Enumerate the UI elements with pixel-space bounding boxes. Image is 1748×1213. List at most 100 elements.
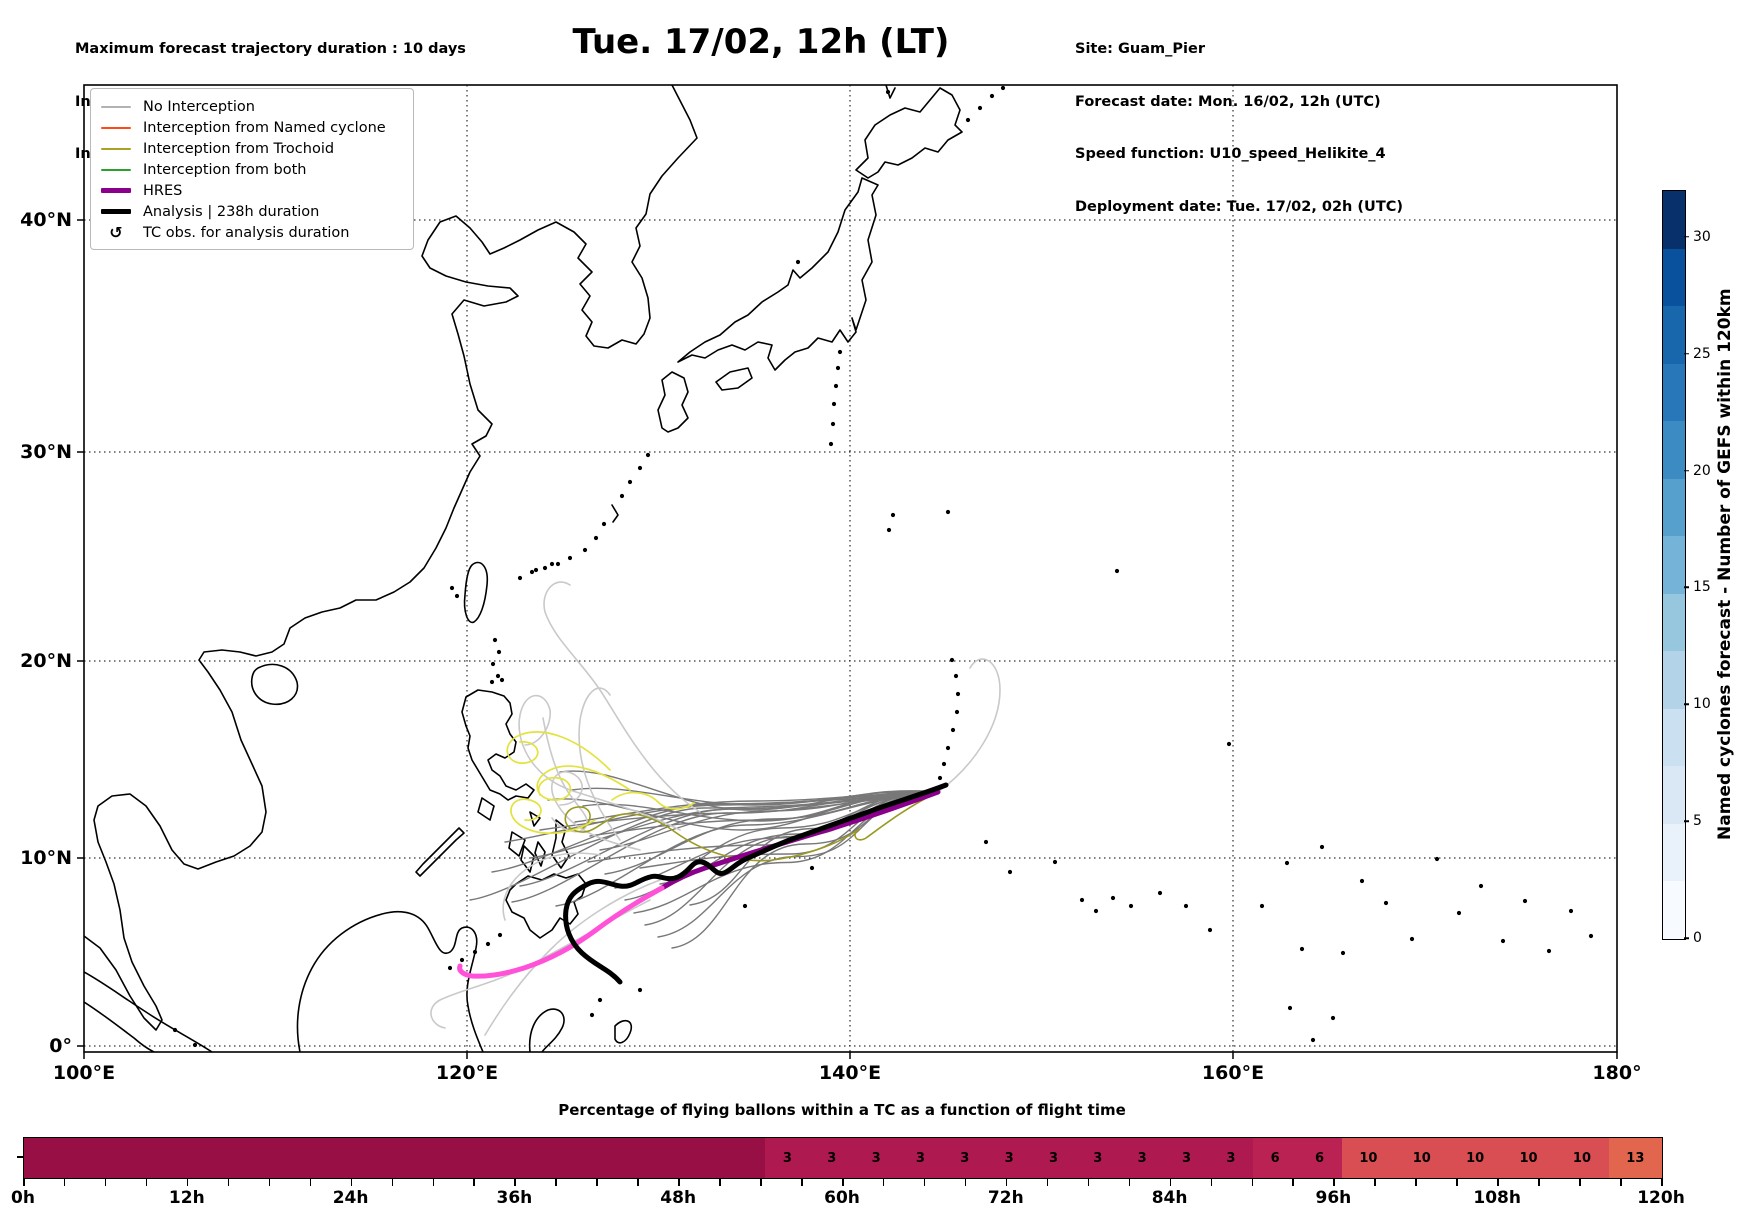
strip-cell-111h: 10 xyxy=(1501,1138,1556,1178)
colorbar-tick xyxy=(1684,586,1689,589)
strip-cell-48h xyxy=(588,1138,625,1178)
colorbar-segment-11 xyxy=(1663,248,1685,307)
strip-cell-69h: 3 xyxy=(853,1138,899,1178)
colorbar-segment-6 xyxy=(1663,536,1685,594)
x-tick-label-1: 120°E xyxy=(435,1062,499,1084)
strip-tick xyxy=(432,1179,434,1186)
strip-cell-102h: 10 xyxy=(1341,1138,1396,1178)
coast-mindoro xyxy=(477,797,495,821)
strip-cell-117h: 13 xyxy=(1608,1138,1663,1178)
info-right-block: Site: Guam_Pier Forecast date: Mon. 16/0… xyxy=(1075,6,1403,251)
strip-cell-90h: 3 xyxy=(1164,1138,1209,1178)
strip-x-label-84h: 84h xyxy=(1151,1188,1188,1208)
island-specks xyxy=(172,85,1594,1048)
coast-hainan xyxy=(250,663,299,706)
strip-tick xyxy=(882,1179,885,1186)
strip-tick xyxy=(555,1179,557,1186)
strip-cell-12h xyxy=(165,1138,201,1178)
strip-tick xyxy=(350,1179,353,1186)
coast-sakhalin xyxy=(885,85,896,99)
strip-x-label-0h: 0h xyxy=(11,1188,35,1208)
colorbar-tick-label: 30 xyxy=(1693,228,1711,245)
legend-item-label: HRES xyxy=(143,182,183,199)
legend-item-label: Analysis | 238h duration xyxy=(143,203,320,220)
x-tick-label-0: 100°E xyxy=(52,1062,116,1084)
colorbar-tick-label: 15 xyxy=(1693,579,1711,596)
coast-negros xyxy=(520,845,535,873)
strip-tick xyxy=(514,1179,516,1186)
strip-cell-87h: 3 xyxy=(1119,1138,1165,1178)
info-right-site: Site: Guam_Pier xyxy=(1075,41,1205,57)
strip-cell-78h: 3 xyxy=(986,1138,1032,1178)
x-tick-label-2: 140°E xyxy=(818,1062,882,1084)
strip-x-label-12h: 12h xyxy=(168,1188,205,1208)
y-tick-label-4: 0° xyxy=(49,1035,72,1057)
strip-tick xyxy=(596,1179,598,1186)
strip-tick xyxy=(104,1179,107,1186)
strip-tick xyxy=(1169,1179,1172,1186)
colorbar-tick-label: 0 xyxy=(1693,930,1702,946)
strip-cell-114h: 10 xyxy=(1555,1138,1609,1178)
strip-tick xyxy=(1251,1179,1253,1186)
strip-tick xyxy=(63,1179,66,1186)
colorbar-label: Named cyclones forecast - Number of GEFS… xyxy=(1715,288,1735,840)
strip-tick xyxy=(1661,1179,1663,1186)
strip-tick xyxy=(760,1179,762,1186)
strip-x-label-48h: 48h xyxy=(660,1188,697,1208)
colorbar-segment-8 xyxy=(1663,421,1685,479)
coast-luzon xyxy=(461,689,535,801)
colorbar-tick xyxy=(1684,236,1689,238)
strip-cell-57h xyxy=(694,1138,730,1178)
colorbar-segment-12 xyxy=(1663,191,1685,249)
colorbar-tick xyxy=(1684,703,1689,705)
strip-cell-0h xyxy=(24,1138,60,1178)
legend-item-label: No Interception xyxy=(143,98,255,115)
strip-cell-9h xyxy=(129,1138,166,1178)
strip-x-label-36h: 36h xyxy=(496,1188,533,1208)
strip-tick xyxy=(268,1179,271,1186)
colorbar-segment-9 xyxy=(1663,363,1685,422)
coast-shikoku xyxy=(715,367,753,391)
legend-item-2: Interception from Trochoid xyxy=(101,138,403,159)
legend-line-swatch xyxy=(101,126,131,129)
strip-cell-54h xyxy=(659,1138,695,1178)
strip-cell-84h: 3 xyxy=(1075,1138,1120,1178)
strip-tick xyxy=(637,1179,639,1186)
strip-cell-15h xyxy=(200,1138,236,1178)
coast-taiwan xyxy=(463,561,489,624)
strip-cell-21h xyxy=(271,1138,307,1178)
strip-tick xyxy=(1579,1179,1581,1186)
legend-line-swatch xyxy=(101,188,131,193)
strip-tick xyxy=(1497,1179,1499,1186)
hres-track-magenta xyxy=(457,885,665,979)
strip-cell-72h: 3 xyxy=(898,1138,943,1178)
coast-sulawesi xyxy=(528,1008,565,1052)
strip-cell-63h: 3 xyxy=(765,1138,810,1178)
coast-kyushu xyxy=(657,371,689,433)
map-legend: No Interception Interception from Named c… xyxy=(90,88,414,250)
strip-tick xyxy=(186,1179,189,1186)
colorbar-segment-3 xyxy=(1663,708,1685,767)
strip-chart-title: Percentage of flying ballons within a TC… xyxy=(558,1101,1126,1119)
legend-item-3: Interception from both xyxy=(101,159,403,180)
strip-cell-66h: 3 xyxy=(809,1138,854,1178)
strip-tick xyxy=(1210,1179,1213,1186)
coast-cebu xyxy=(534,841,546,867)
coast-sumatra-inner xyxy=(84,1001,155,1052)
colorbar-segment-7 xyxy=(1663,478,1685,537)
strip-tick xyxy=(964,1179,967,1186)
coastlines xyxy=(84,85,963,1052)
strip-x-label-72h: 72h xyxy=(987,1188,1024,1208)
strip-tick xyxy=(1292,1179,1294,1186)
strip-tick xyxy=(1620,1179,1622,1186)
strip-tick xyxy=(1087,1179,1090,1186)
legend-line-swatch xyxy=(101,209,131,214)
colorbar-tick xyxy=(1684,352,1689,355)
coast-sumatra xyxy=(84,971,213,1052)
x-tick-label-4: 180° xyxy=(1592,1062,1642,1084)
strip-x-label-96h: 96h xyxy=(1315,1188,1352,1208)
colorbar-segment-10 xyxy=(1663,306,1685,364)
strip-tick xyxy=(23,1179,25,1186)
